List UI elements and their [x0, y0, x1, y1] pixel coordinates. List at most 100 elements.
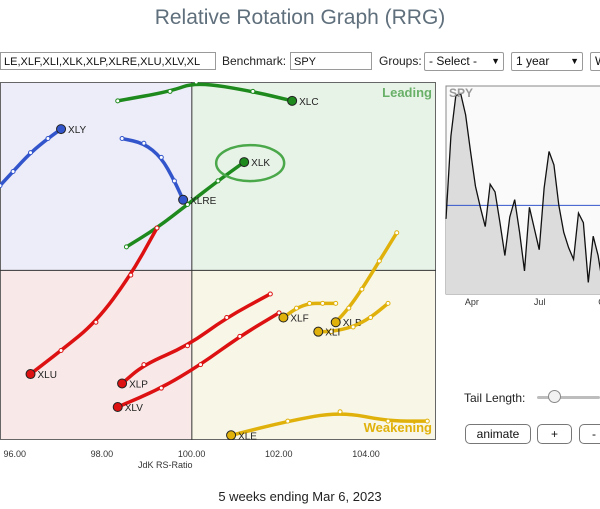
groups-select-value: - Select -	[429, 54, 478, 68]
benchmark-input[interactable]: SPY	[290, 52, 372, 70]
xlv-tail	[115, 311, 281, 409]
xli-tail-point	[328, 329, 334, 335]
x-tick-label: 98.00	[90, 449, 114, 459]
xlu-tail-point	[128, 272, 134, 278]
xlu-tail	[28, 226, 159, 376]
date-caption: 5 weeks ending Mar 6, 2023	[218, 489, 382, 504]
xle-tail-point	[337, 409, 343, 415]
xlc-tail-point	[250, 88, 256, 94]
spy-x-tick-label: Oc	[598, 297, 600, 307]
x-tick-label: 104.00	[352, 449, 380, 459]
xlk-label: XLK	[251, 158, 270, 169]
xle-tail-point	[424, 418, 430, 424]
xlb-head-point	[330, 317, 341, 328]
xlk-tail	[124, 160, 246, 249]
tail-length-label: Tail Length:	[464, 391, 526, 405]
xlb-tail-point	[394, 230, 400, 236]
slider-track	[537, 396, 600, 399]
x-tick-label: 96.00	[3, 449, 26, 459]
groups-label: Groups:	[379, 54, 422, 68]
xle-label: XLE	[238, 431, 257, 440]
xlp-tail-point	[267, 291, 273, 297]
weakening-quadrant	[191, 270, 436, 440]
xlv-tail-point	[276, 310, 282, 316]
symbols-input[interactable]: LE,XLF,XLI,XLK,XLP,XLRE,XLU,XLV,XL	[0, 52, 216, 70]
xly-tail-point	[0, 183, 3, 189]
xli-label: XLI	[325, 328, 340, 339]
xlk-tail-point	[215, 178, 221, 184]
xlp-tail-point	[141, 362, 147, 368]
spy-chart: SPY Apr Jul Oc	[445, 85, 600, 307]
xlf-label: XLF	[290, 314, 308, 325]
xlb-tail-point	[359, 286, 365, 292]
xlre-tail	[120, 136, 185, 202]
xlp-tail-point	[184, 343, 190, 349]
xlc-tail	[115, 82, 294, 103]
animate-button[interactable]: animate	[465, 424, 531, 444]
xlre-tail-point	[119, 136, 125, 142]
extra-select-value: W	[595, 54, 600, 68]
xle-head-point	[226, 430, 237, 440]
xlp-label: XLP	[129, 379, 148, 390]
xli-tail-point	[350, 324, 356, 330]
x-tick-label: 102.00	[265, 449, 293, 459]
xlb-tail-point	[376, 258, 382, 264]
xlv-tail-point	[198, 362, 204, 368]
xlk-head-point	[239, 157, 250, 168]
chevron-down-icon: ▼	[491, 56, 500, 66]
xly-tail-point	[28, 150, 34, 156]
x-axis-label: JdK RS-Ratio	[138, 460, 193, 470]
xlre-head-point	[178, 194, 189, 205]
tail-length-slider[interactable]	[537, 390, 600, 404]
lagging-quadrant	[0, 270, 192, 440]
xlb-tail-point	[346, 305, 352, 311]
xlu-tail-point	[154, 225, 160, 231]
chevron-down-icon: ▼	[570, 56, 579, 66]
xlre-tail-point	[158, 154, 164, 160]
highlight-circle	[214, 143, 286, 183]
xlre-label: XLRE	[190, 196, 216, 207]
extra-select[interactable]: W	[590, 52, 600, 71]
xlp-tail	[120, 292, 273, 386]
xlp-head-point	[117, 378, 128, 389]
groups-select[interactable]: - Select - ▼	[424, 52, 504, 71]
xly-tail-point	[45, 136, 51, 142]
xli-head-point	[313, 326, 324, 337]
zoom-out-button[interactable]: -	[579, 424, 600, 444]
xly-tail	[0, 127, 63, 188]
xle-tail-point	[285, 418, 291, 424]
xli-tail	[316, 301, 390, 334]
xlv-label: XLV	[125, 403, 143, 414]
xlre-tail-point	[171, 178, 177, 184]
x-tick-label: 100.00	[177, 449, 206, 459]
xlv-tail-point	[237, 333, 243, 339]
xlv-tail-point	[158, 385, 164, 391]
spy-title: SPY	[449, 86, 473, 100]
xlu-label: XLU	[38, 370, 57, 381]
xlb-tail	[333, 230, 399, 324]
xly-tail-point	[10, 169, 16, 174]
xlp-tail-point	[224, 315, 230, 321]
slider-thumb[interactable]	[548, 390, 561, 403]
spy-x-tick-label: Apr	[465, 297, 479, 307]
benchmark-label: Benchmark:	[222, 54, 287, 68]
zoom-in-button[interactable]: +	[537, 424, 572, 444]
spy-area	[446, 93, 600, 294]
leading-quadrant	[191, 82, 436, 271]
xlc-label: XLC	[299, 97, 318, 108]
plot-border	[0, 82, 436, 440]
xlu-head-point	[25, 369, 36, 380]
xlf-head-point	[278, 312, 289, 323]
xlu-tail-point	[58, 348, 64, 353]
xlc-tail-point	[167, 88, 173, 94]
xle-tail	[229, 412, 430, 438]
xli-tail-point	[385, 300, 391, 306]
page-title: Relative Rotation Graph (RRG)	[154, 6, 446, 29]
xlc-tail-point	[115, 98, 121, 104]
xlf-tail-point	[320, 300, 326, 306]
xlv-head-point	[112, 402, 123, 413]
xli-tail-point	[368, 315, 374, 321]
leading-label: Leading	[382, 85, 432, 100]
period-select[interactable]: 1 year ▼	[511, 52, 583, 71]
